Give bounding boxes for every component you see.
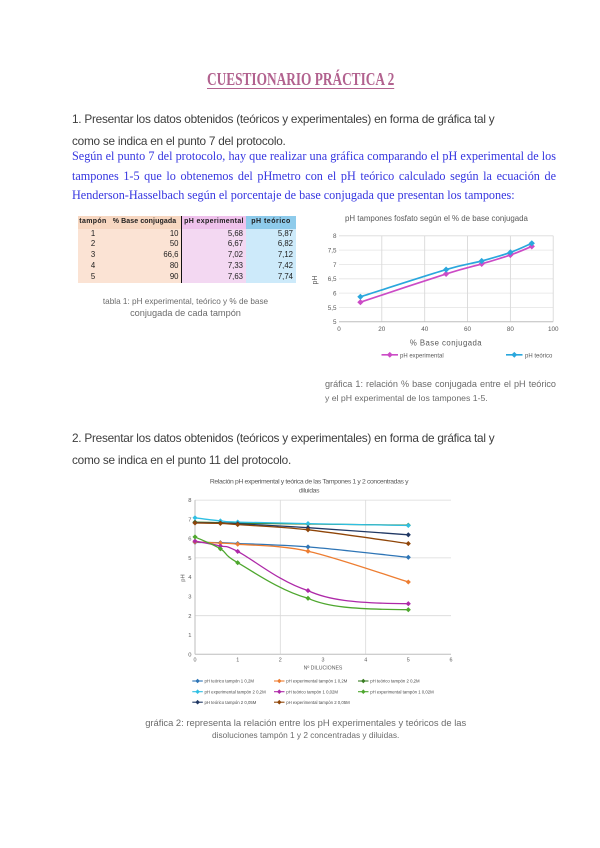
- svg-text:2: 2: [279, 658, 282, 664]
- svg-text:6: 6: [188, 537, 191, 543]
- svg-text:3: 3: [322, 658, 325, 664]
- svg-text:20: 20: [378, 326, 386, 333]
- svg-text:pH teórico tampón 1 0,02M: pH teórico tampón 1 0,02M: [286, 689, 338, 694]
- svg-text:pH experimental tampón 2 0,2M: pH experimental tampón 2 0,2M: [205, 689, 267, 694]
- svg-text:Relación pH experimental y teó: Relación pH experimental y teórica de la…: [210, 479, 409, 486]
- svg-text:80: 80: [507, 326, 515, 333]
- svg-text:100: 100: [548, 326, 559, 333]
- svg-text:pH teórico tampón 2 0,2M: pH teórico tampón 2 0,2M: [370, 679, 420, 684]
- svg-text:pH: pH: [312, 276, 319, 285]
- svg-text:5: 5: [188, 556, 191, 562]
- svg-text:pH: pH: [181, 574, 187, 581]
- svg-text:4: 4: [364, 658, 367, 664]
- svg-text:Nº DILUCIONES: Nº DILUCIONES: [304, 666, 343, 672]
- svg-text:pH experimental tampón 2 0,05: pH experimental tampón 2 0,05M: [286, 700, 350, 705]
- svg-text:0: 0: [194, 658, 197, 664]
- svg-text:1: 1: [188, 633, 191, 639]
- svg-text:4: 4: [188, 575, 192, 581]
- svg-text:% Base conjugada: % Base conjugada: [410, 339, 482, 348]
- svg-text:pH experimental tampón 1 0,02: pH experimental tampón 1 0,02M: [370, 689, 434, 694]
- svg-text:pH experimental tampón 1 0,2M: pH experimental tampón 1 0,2M: [286, 679, 348, 684]
- svg-text:2: 2: [188, 614, 191, 620]
- svg-text:8: 8: [188, 498, 191, 504]
- svg-text:8: 8: [333, 233, 337, 240]
- svg-text:1: 1: [236, 658, 239, 664]
- svg-text:7: 7: [188, 517, 191, 523]
- svg-text:6,5: 6,5: [328, 276, 337, 283]
- svg-text:pH teórico tampón 2 0,05M: pH teórico tampón 2 0,05M: [205, 700, 257, 705]
- svg-text:pH teórico: pH teórico: [525, 353, 553, 359]
- svg-text:7: 7: [333, 262, 337, 269]
- svg-text:pH tampones fosfato según el %: pH tampones fosfato según el % de base c…: [345, 214, 529, 223]
- svg-text:pH teórico tampón 1 0,2M: pH teórico tampón 1 0,2M: [205, 679, 255, 684]
- svg-text:5: 5: [333, 319, 337, 326]
- svg-text:6: 6: [333, 291, 337, 298]
- svg-text:40: 40: [421, 326, 429, 333]
- svg-text:5: 5: [407, 658, 410, 664]
- svg-text:60: 60: [464, 326, 472, 333]
- svg-text:diluidas: diluidas: [299, 488, 320, 495]
- svg-text:3: 3: [188, 595, 191, 601]
- svg-text:6: 6: [450, 658, 453, 664]
- svg-text:0: 0: [337, 326, 341, 333]
- svg-text:5,5: 5,5: [328, 305, 337, 312]
- svg-text:0: 0: [188, 652, 191, 658]
- svg-text:pH experimental: pH experimental: [400, 353, 444, 359]
- svg-text:7,5: 7,5: [328, 248, 337, 255]
